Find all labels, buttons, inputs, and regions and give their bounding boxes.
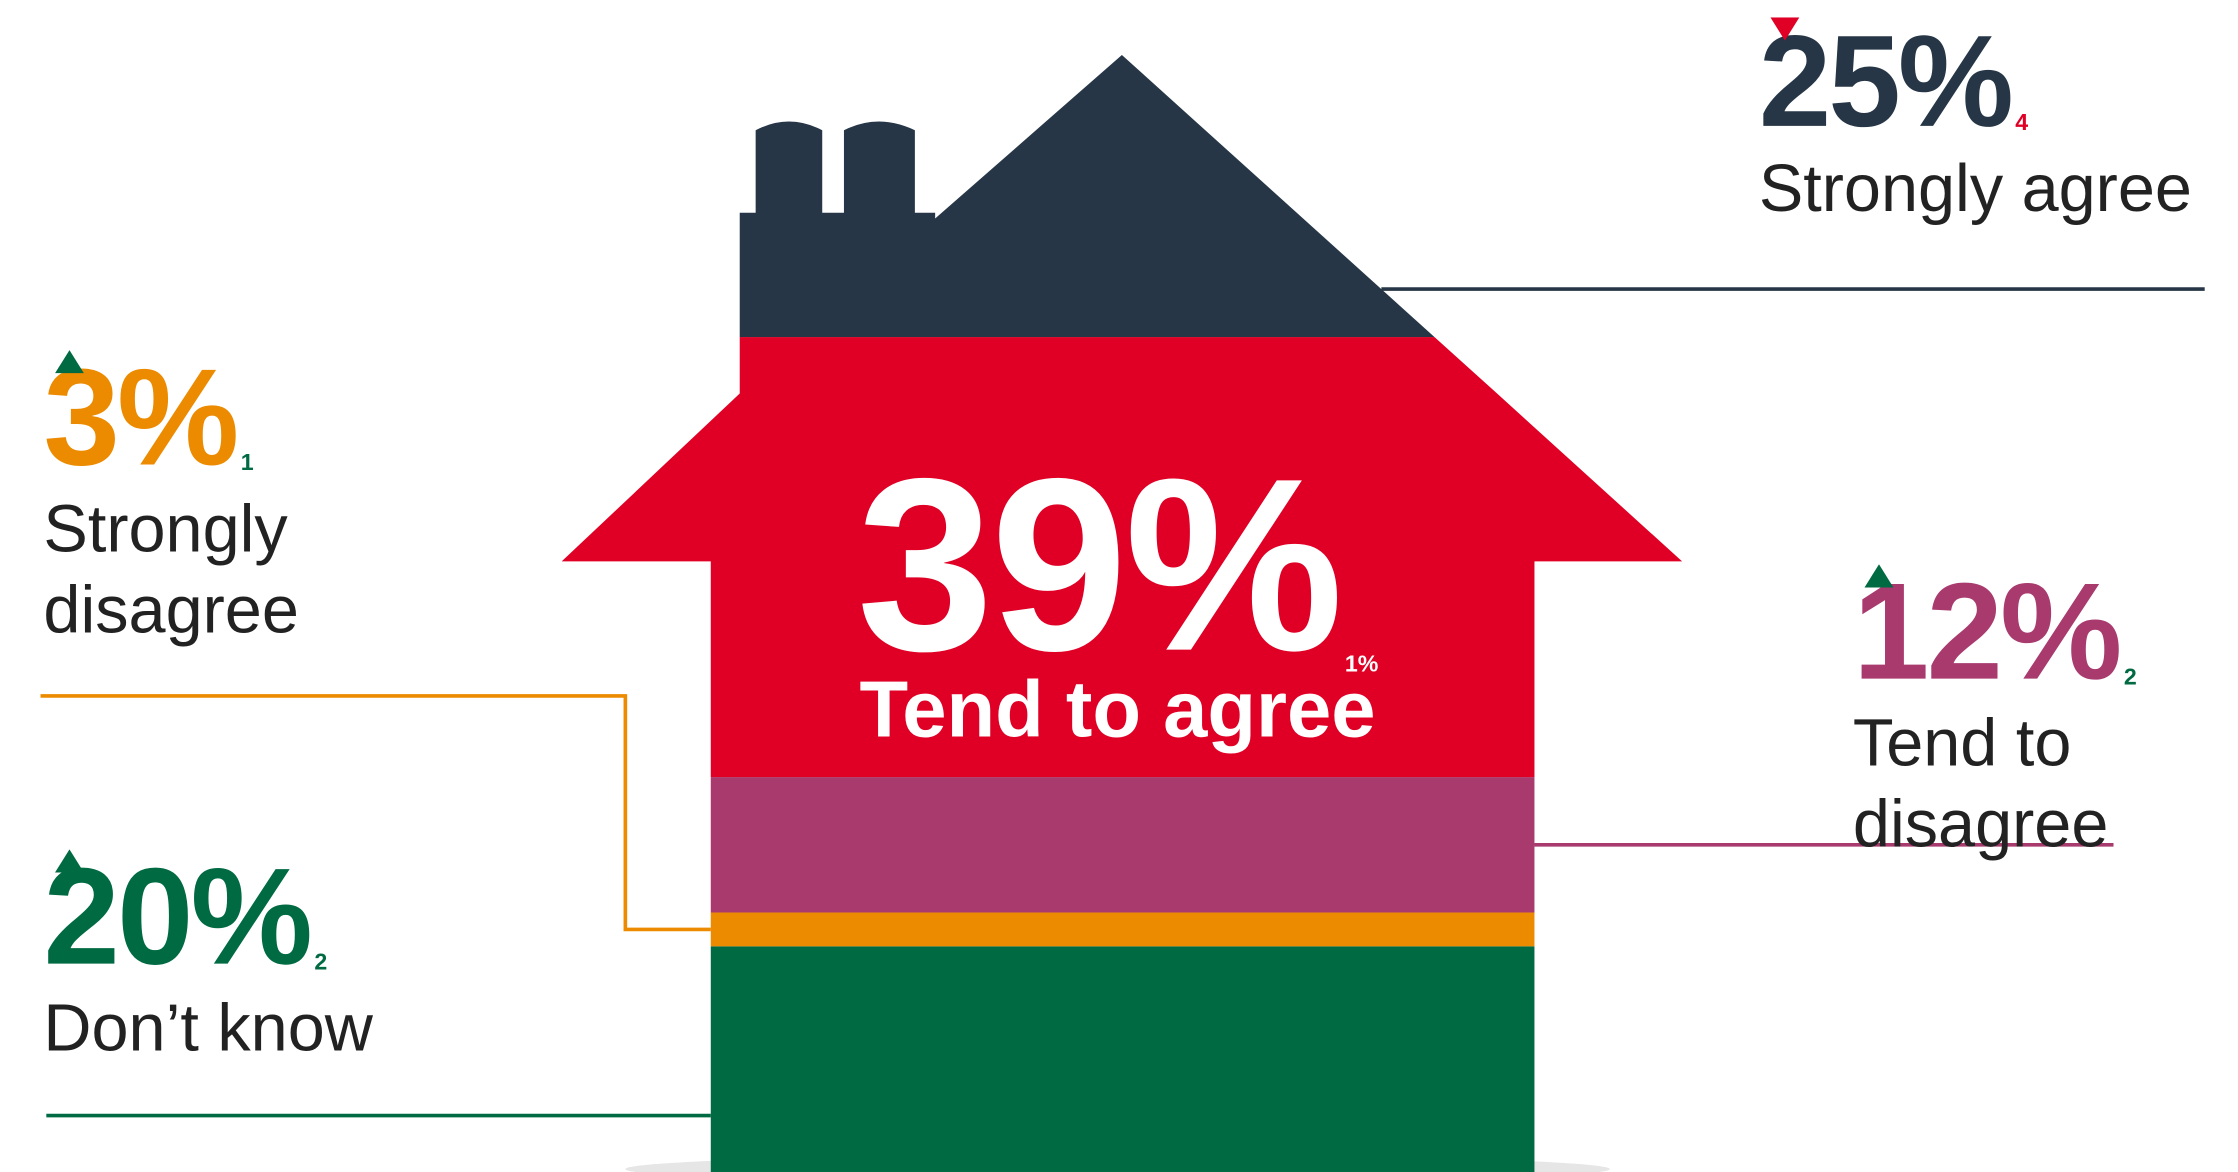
arrow-shape bbox=[1864, 564, 1894, 588]
label-block: 12% 2 Tend to disagree bbox=[1853, 564, 2229, 864]
house-band bbox=[561, 946, 1683, 1172]
change-label: 2 bbox=[314, 950, 328, 976]
house-band bbox=[561, 912, 1683, 947]
change-label: 4 bbox=[2015, 111, 2029, 137]
category-label: Don’t know bbox=[43, 989, 373, 1065]
category-label: Strongly agree bbox=[1758, 150, 2192, 226]
arrow-shape bbox=[550, 442, 580, 466]
label-block: 39% 1% Tend to agree bbox=[539, 428, 1697, 754]
category-label: Tend to disagree bbox=[1852, 704, 2109, 861]
change-label: 1% bbox=[1344, 652, 1379, 678]
house-band bbox=[561, 777, 1683, 913]
label-block: 3% 1 Strongly disagree bbox=[43, 349, 419, 650]
change-arrow bbox=[1864, 564, 1894, 588]
percent-label: 39% bbox=[856, 428, 1344, 704]
percent-row: 20% 2 bbox=[43, 849, 372, 986]
percent-row: 39% 1% bbox=[539, 428, 1697, 704]
label-block: 25% 4 Strongly agree bbox=[1759, 17, 2238, 228]
leader-line bbox=[40, 694, 711, 932]
percent-row: 3% 1 bbox=[43, 349, 419, 487]
label-block: 20% 2 Don’t know bbox=[43, 849, 372, 1067]
change-arrow bbox=[550, 442, 580, 466]
change-arrow bbox=[55, 350, 84, 374]
house-band bbox=[561, 54, 1683, 338]
percent-label: 20% bbox=[43, 840, 312, 995]
percent-label: 25% bbox=[1758, 10, 2014, 155]
leader-lines bbox=[40, 287, 2205, 1118]
category-label: Tend to agree bbox=[859, 664, 1376, 754]
change-label: 1 bbox=[240, 451, 254, 477]
percent-row: 12% 2 bbox=[1853, 564, 2229, 701]
change-arrow bbox=[1770, 17, 1800, 41]
arrow-shape bbox=[1770, 17, 1800, 41]
percent-label: 12% bbox=[1852, 555, 2122, 709]
change-label: 2 bbox=[2123, 665, 2137, 691]
arrow-shape bbox=[55, 849, 84, 873]
arrow-shape bbox=[55, 350, 84, 374]
category-label: Strongly disagree bbox=[43, 490, 299, 647]
percent-row: 25% 4 bbox=[1759, 17, 2238, 147]
house-band bbox=[561, 337, 1683, 778]
change-arrow bbox=[55, 849, 84, 873]
